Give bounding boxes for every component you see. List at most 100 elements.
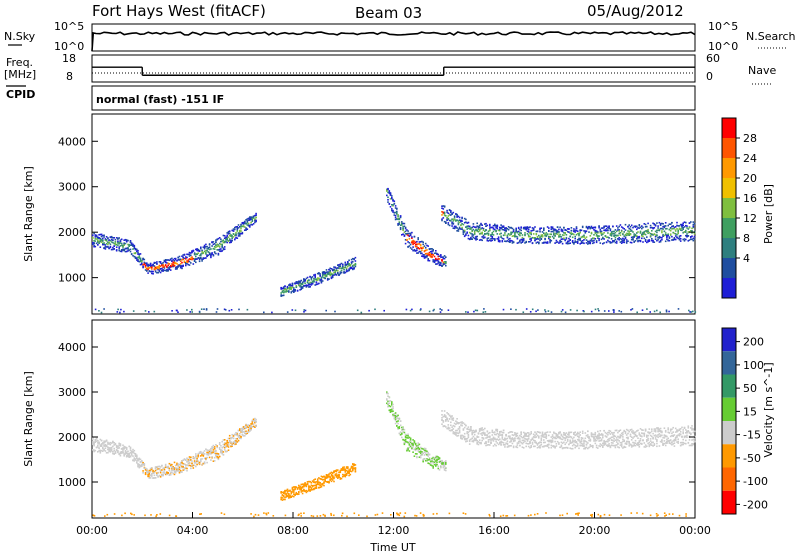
echo-pixel — [290, 291, 293, 293]
echo-pixel — [446, 218, 448, 221]
echo-pixel — [179, 463, 182, 465]
echo-pixel — [161, 267, 163, 270]
echo-pixel — [578, 239, 580, 241]
echo-pixel — [326, 476, 329, 479]
echo-pixel — [445, 256, 447, 258]
echo-pixel — [565, 441, 568, 444]
echo-pixel — [424, 249, 427, 252]
echo-pixel — [119, 240, 122, 243]
echo-pixel — [232, 228, 235, 230]
echo-pixel — [330, 276, 333, 278]
echo-pixel — [338, 471, 340, 474]
echo-pixel — [393, 214, 396, 216]
ground-scatter-pixel — [205, 308, 208, 310]
echo-pixel — [678, 237, 681, 239]
echo-pixel — [494, 239, 496, 242]
echo-pixel — [163, 260, 166, 263]
echo-pixel — [452, 417, 455, 419]
echo-pixel — [137, 256, 139, 259]
echo-pixel — [429, 464, 432, 466]
echo-pixel — [244, 427, 246, 430]
echo-pixel — [556, 436, 559, 439]
echo-pixel — [501, 226, 504, 229]
echo-pixel — [580, 440, 583, 443]
echo-pixel — [654, 234, 657, 236]
echo-pixel — [340, 477, 343, 480]
echo-pixel — [610, 234, 613, 236]
echo-pixel — [249, 217, 251, 219]
echo-pixel — [566, 228, 569, 230]
echo-pixel — [221, 244, 223, 247]
echo-pixel — [500, 430, 502, 433]
echo-pixel — [532, 445, 535, 448]
colorbar-tick-label: 28 — [743, 132, 757, 145]
echo-pixel — [163, 267, 166, 269]
echo-pixel — [128, 455, 130, 458]
echo-pixel — [318, 282, 320, 285]
echo-pixel — [403, 234, 406, 237]
echo-pixel — [536, 238, 539, 240]
echo-pixel — [245, 424, 247, 427]
echo-pixel — [303, 483, 305, 485]
echo-pixel — [226, 232, 228, 234]
echo-pixel — [401, 222, 403, 225]
echo-pixel — [203, 247, 206, 250]
echo-pixel — [220, 445, 222, 447]
echo-pixel — [519, 240, 521, 243]
echo-pixel — [242, 223, 245, 225]
echo-pixel — [115, 246, 118, 248]
echo-pixel — [129, 250, 132, 253]
echo-pixel — [333, 271, 335, 274]
echo-pixel — [436, 461, 438, 464]
echo-pixel — [563, 232, 565, 234]
echo-pixel — [217, 254, 220, 256]
echo-pixel — [451, 418, 453, 421]
echo-pixel — [494, 238, 496, 240]
echo-pixel — [437, 260, 440, 262]
echo-pixel — [123, 445, 125, 448]
echo-pixel — [171, 469, 173, 472]
echo-pixel — [535, 441, 538, 444]
echo-pixel — [176, 463, 178, 466]
echo-pixel — [654, 235, 657, 238]
echo-pixel — [659, 224, 662, 226]
echo-pixel — [179, 266, 182, 269]
echo-pixel — [203, 246, 206, 249]
echo-pixel — [178, 463, 181, 466]
echo-pixel — [445, 460, 447, 462]
echo-pixel — [592, 242, 594, 245]
echo-pixel — [541, 234, 544, 236]
echo-pixel — [244, 220, 246, 223]
echo-pixel — [646, 229, 648, 232]
echo-pixel — [569, 431, 571, 434]
echo-pixel — [467, 436, 470, 439]
echo-pixel — [559, 431, 561, 434]
echo-pixel — [232, 442, 235, 445]
echo-pixel — [499, 438, 501, 440]
echo-pixel — [181, 460, 183, 462]
echo-pixel — [343, 475, 345, 477]
echo-pixel — [99, 444, 102, 446]
echo-pixel — [568, 231, 570, 233]
echo-pixel — [207, 251, 210, 253]
echo-pixel — [127, 246, 129, 249]
echo-pixel — [458, 226, 461, 229]
echo-pixel — [391, 410, 393, 412]
echo-pixel — [247, 222, 250, 225]
echo-pixel — [241, 427, 244, 430]
echo-pixel — [177, 468, 179, 471]
echo-pixel — [337, 271, 339, 274]
echo-pixel — [350, 258, 353, 261]
echo-pixel — [176, 467, 178, 470]
echo-pixel — [685, 221, 687, 224]
echo-pixel — [563, 237, 565, 239]
echo-pixel — [687, 231, 690, 233]
echo-pixel — [183, 458, 186, 460]
echo-pixel — [146, 262, 148, 264]
echo-pixel — [298, 491, 300, 493]
echo-pixel — [402, 431, 404, 433]
echo-pixel — [316, 283, 319, 285]
echo-pixel — [419, 244, 422, 247]
echo-pixel — [639, 232, 642, 234]
echo-pixel — [103, 236, 105, 238]
